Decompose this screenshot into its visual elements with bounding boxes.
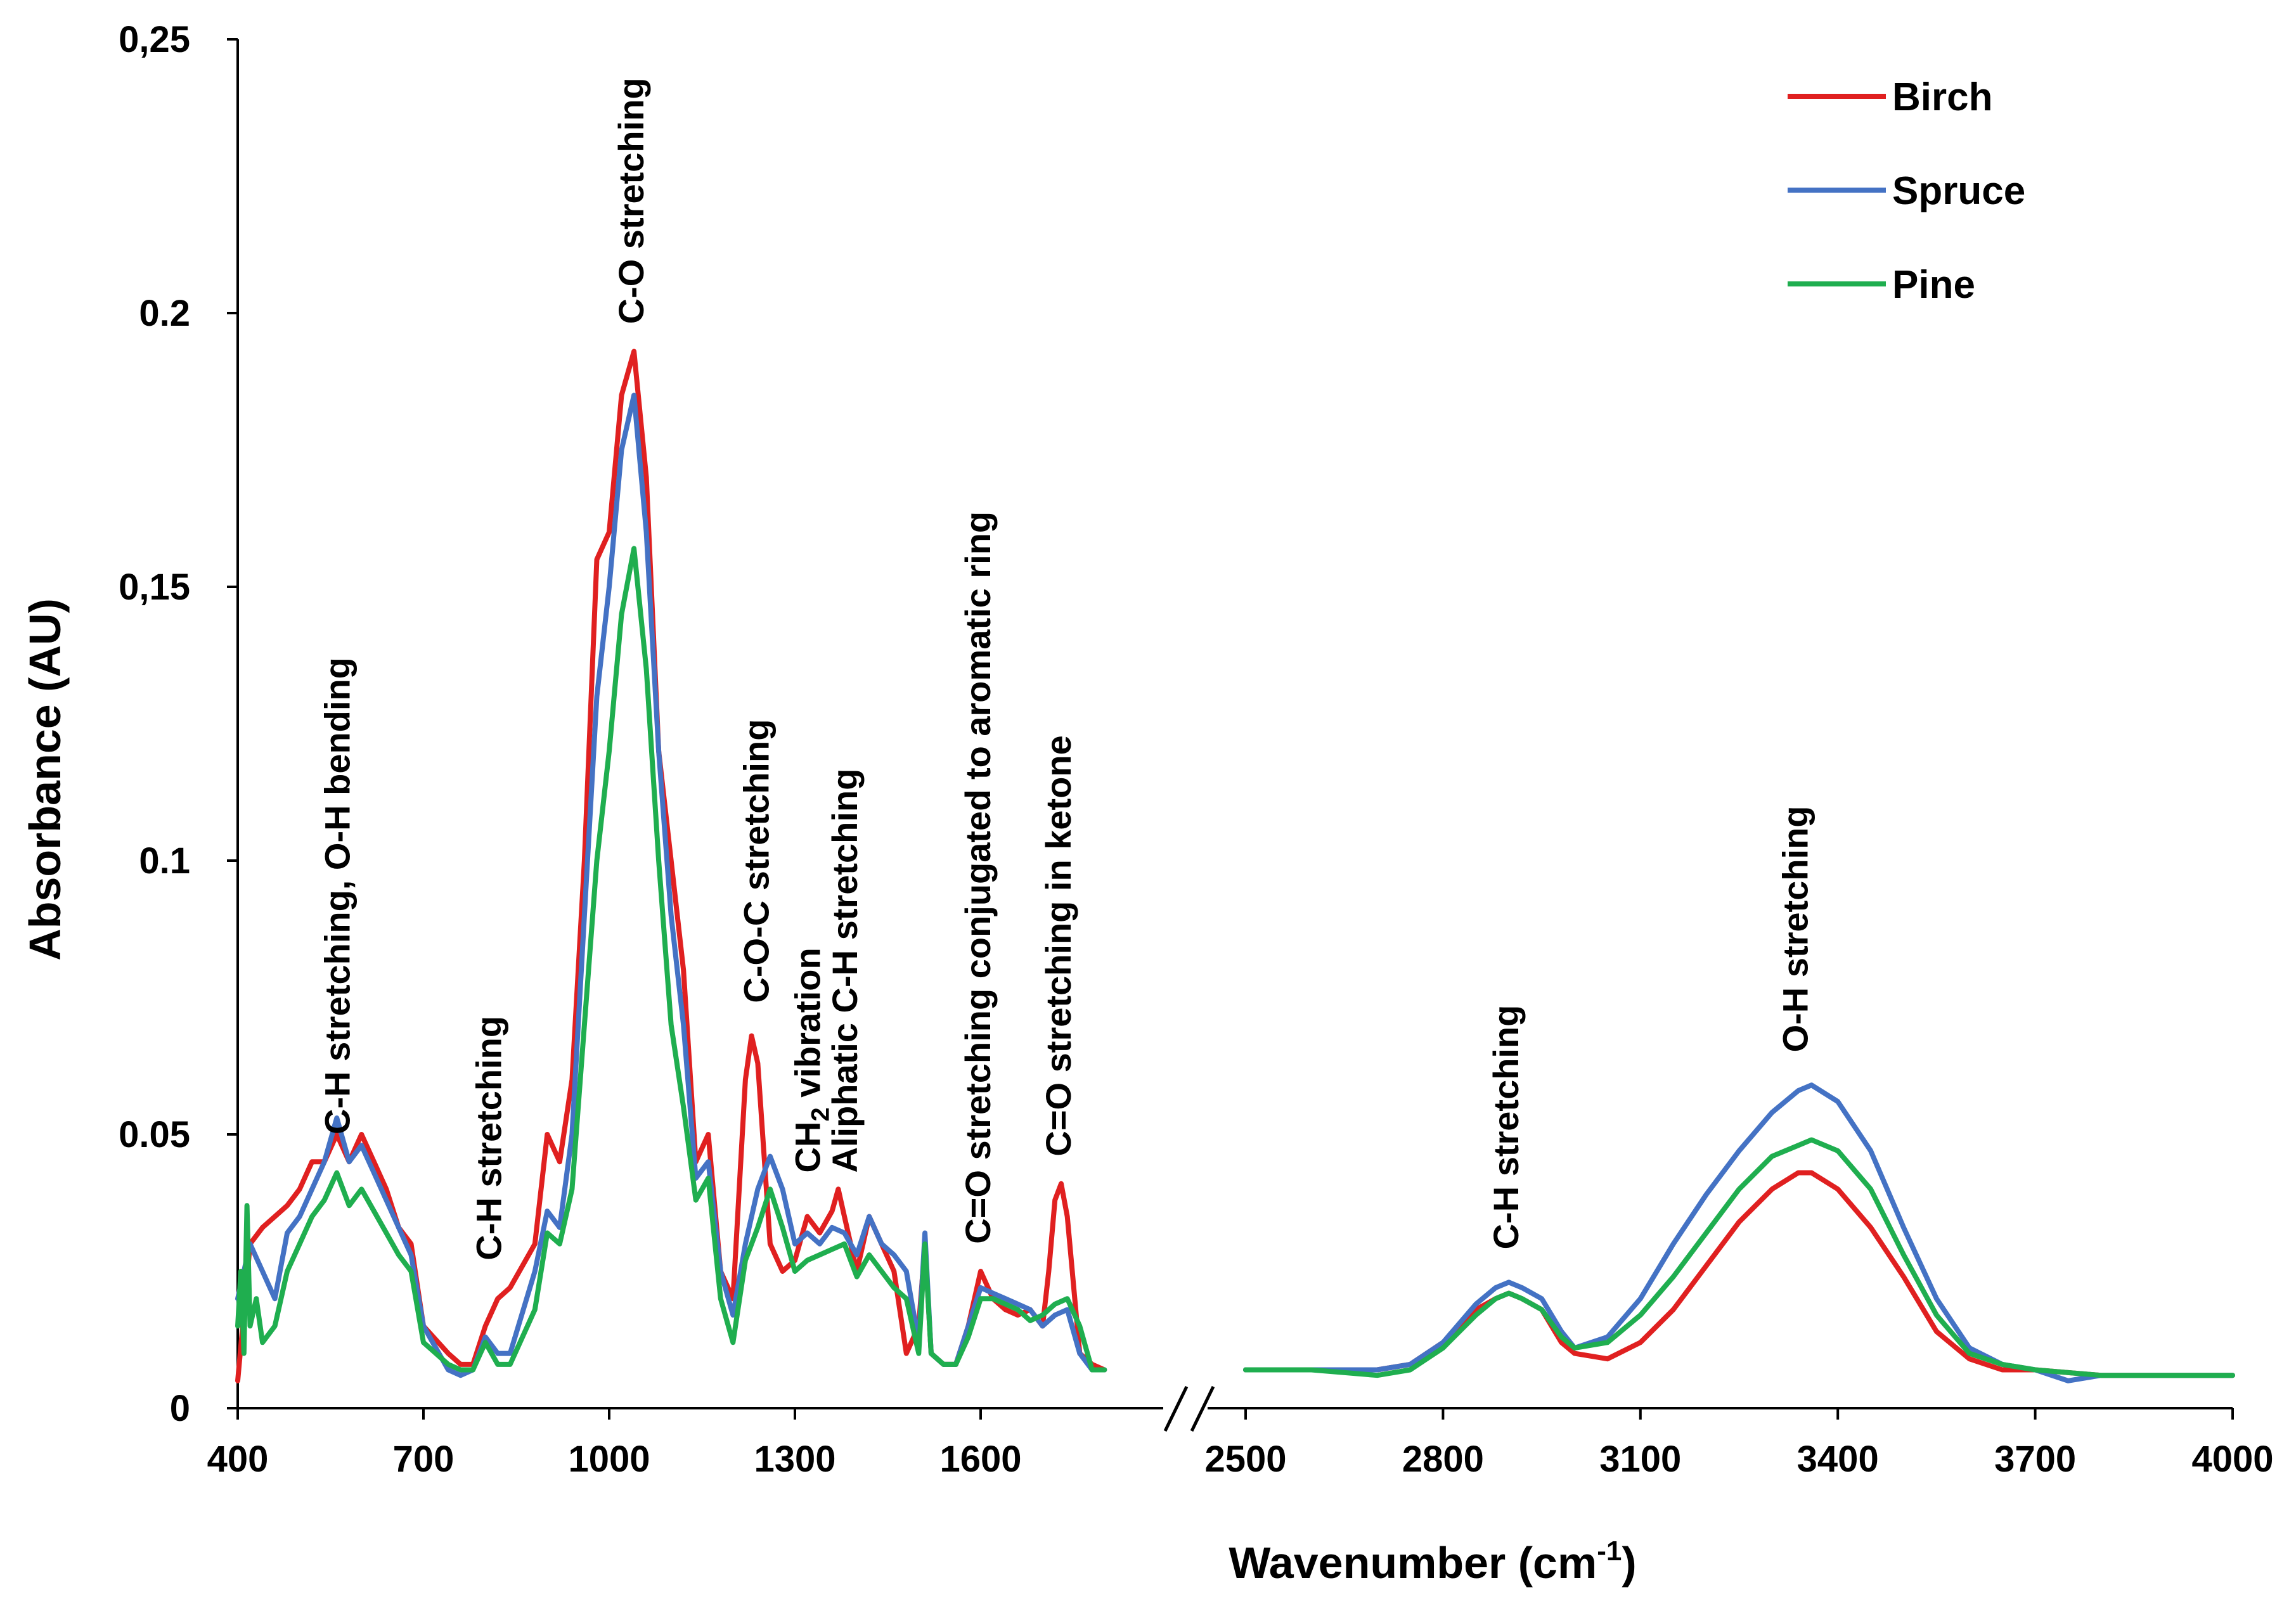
- annotation-subscript: 2: [807, 1107, 835, 1121]
- series-line-birch-high: [1243, 1170, 2235, 1378]
- x-tick-label: 400: [207, 1439, 269, 1480]
- y-axis-title: Absorbance (AU): [20, 598, 70, 961]
- annotation-suffix: vibration: [788, 947, 828, 1107]
- series-line-spruce-high: [1243, 1082, 2235, 1383]
- x-axis-title-main: Wavenumber (cm: [1229, 1538, 1597, 1588]
- annotation-ch-stretch-800: C-H stretching: [469, 1016, 509, 1261]
- annotation-co-ketone: C=O stretching in ketone: [1038, 735, 1078, 1156]
- legend: Birch Spruce Pine: [1788, 75, 2025, 307]
- x-tick-label: 3400: [1797, 1439, 1879, 1480]
- x-tick-label: 2800: [1402, 1439, 1484, 1480]
- axes: [236, 39, 2233, 1432]
- annotation-ch-stretch-2900: C-H stretching: [1486, 1005, 1526, 1250]
- annotation-oh-stretch: O-H stretching: [1776, 805, 1816, 1052]
- peak-annotations: C-H stretching, O-H bending C-H stretchin…: [317, 77, 1815, 1260]
- x-tick-label: 4000: [2191, 1439, 2273, 1480]
- y-tick-label: 0,15: [119, 567, 190, 608]
- annotation-ch-oh-bend: C-H stretching, O-H bending: [317, 657, 357, 1134]
- x-axis-title-suffix: ): [1622, 1538, 1636, 1588]
- axis-break-mark-2: [1190, 1385, 1215, 1432]
- x-axis-title: Wavenumber (cm-1): [1229, 1536, 1636, 1588]
- annotation-co-conj: C=O stretching conjugated to aromatic ri…: [958, 511, 998, 1244]
- y-tick-label: 0: [170, 1388, 190, 1429]
- annotation-aliph-ch: Aliphatic C-H stretching: [825, 769, 865, 1173]
- y-tick-label: 0.2: [139, 293, 190, 334]
- x-tick-label: 1300: [754, 1439, 835, 1480]
- x-tick-label: 1600: [939, 1439, 1021, 1480]
- y-tick-label: 0.1: [139, 840, 190, 882]
- x-tick-labels: 400 700 1000 1300 1600 2500 2800 3100 3400 3700 40…: [207, 1408, 2274, 1480]
- x-tick-label: 700: [393, 1439, 455, 1480]
- series-lines: [235, 349, 2235, 1383]
- legend-label-pine: Pine: [1892, 263, 1975, 307]
- y-tick-labels: 0 0.05 0.1 0,15 0.2 0,25: [119, 19, 238, 1429]
- x-tick-label: 3700: [1994, 1439, 2076, 1480]
- series-line-pine-high: [1243, 1137, 2235, 1378]
- axis-break-mark-1: [1163, 1385, 1189, 1432]
- legend-label-birch: Birch: [1892, 75, 1992, 119]
- legend-label-spruce: Spruce: [1892, 169, 2025, 213]
- y-tick-label: 0.05: [119, 1114, 190, 1155]
- series-line-pine-low: [235, 546, 1107, 1373]
- annotation-co-stretch: C-O stretching: [611, 77, 651, 324]
- annotation-text: CH: [788, 1122, 828, 1173]
- annotation-coc-stretch: C-O-C stretching: [737, 719, 777, 1003]
- annotation-ch2-vib: CH2 vibration: [788, 947, 835, 1172]
- x-tick-label: 3100: [1599, 1439, 1681, 1480]
- x-tick-label: 2500: [1204, 1439, 1286, 1480]
- x-tick-label: 1000: [568, 1439, 650, 1480]
- x-axis-title-sup: -1: [1597, 1536, 1622, 1567]
- y-tick-label: 0,25: [119, 19, 190, 60]
